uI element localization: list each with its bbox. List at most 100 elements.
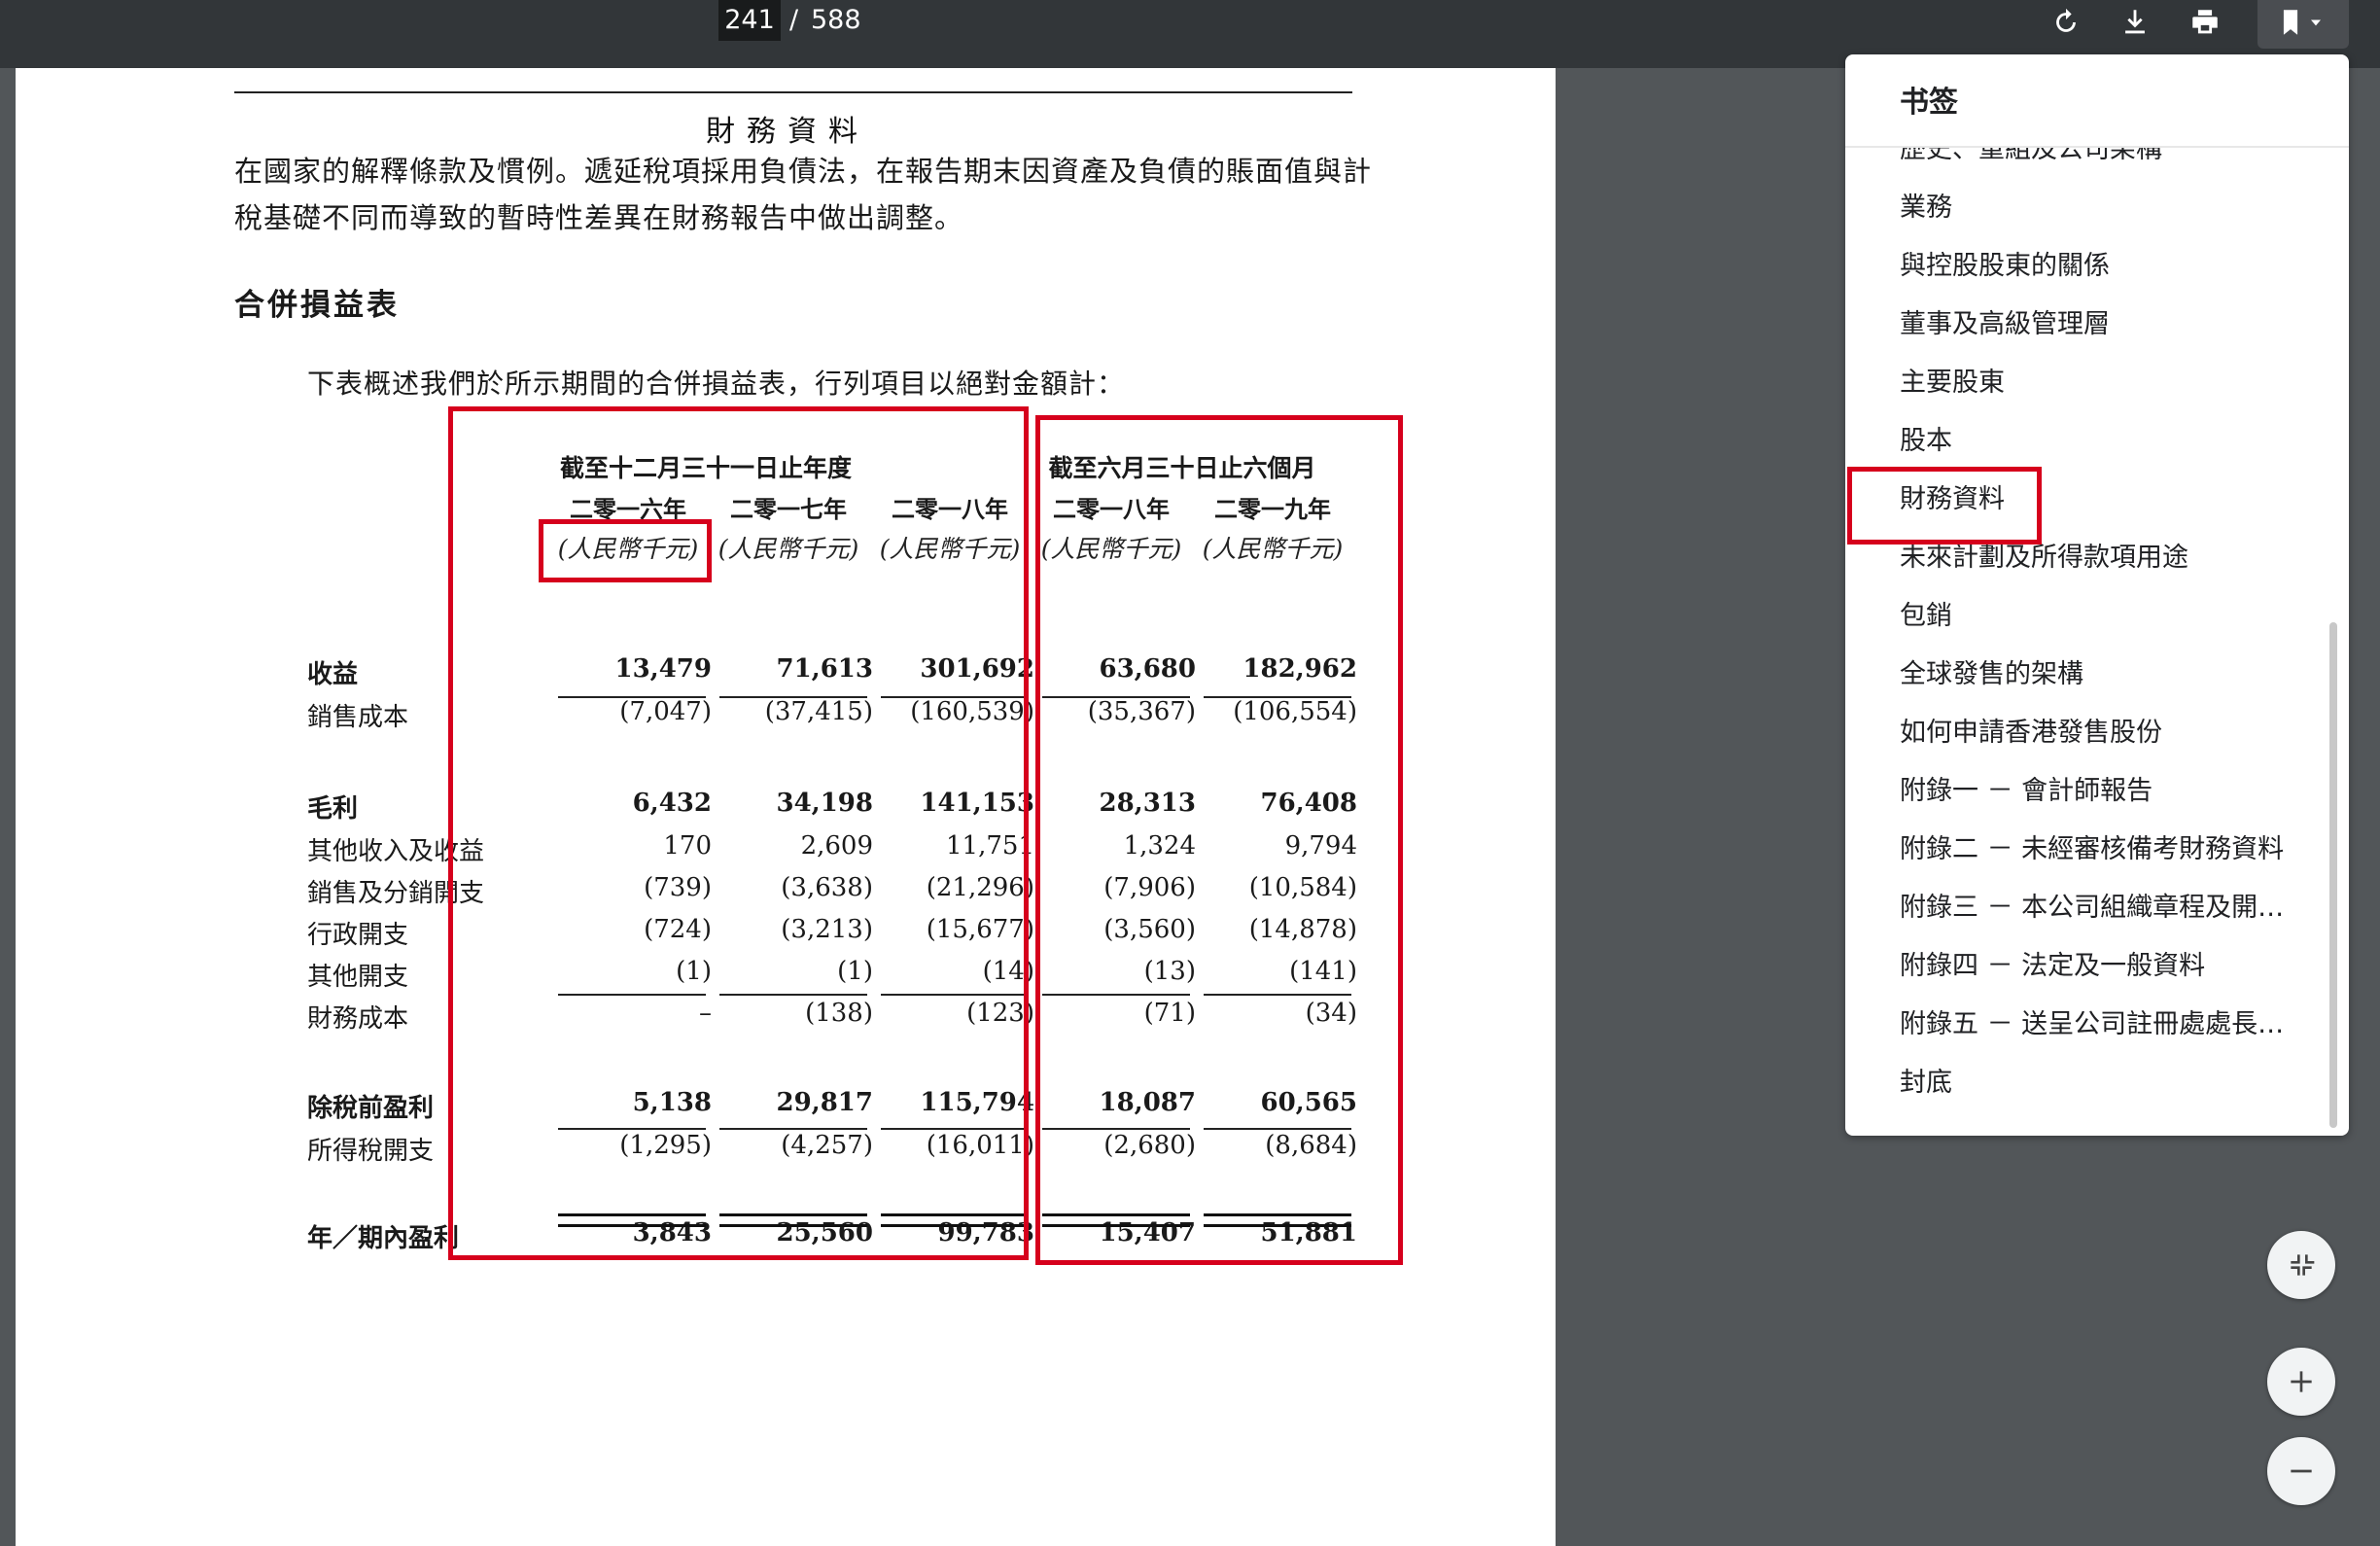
zoom-out-icon xyxy=(2291,1469,2312,1473)
table-cell: (1) xyxy=(837,957,873,986)
table-cell: 3,843 xyxy=(632,1218,712,1247)
table-cell: (10,584) xyxy=(1248,873,1357,902)
table-cell: (1) xyxy=(676,957,712,986)
bookmark-item[interactable]: 歷史、重組及公司架構 xyxy=(1900,148,2162,164)
underline xyxy=(1204,1128,1351,1130)
double-underline xyxy=(1204,1213,1351,1227)
row-label: 除稅前盈利 xyxy=(307,1094,435,1123)
bookmark-item[interactable]: 主要股東 xyxy=(1900,368,2005,398)
year-header: 二零一八年 xyxy=(1053,496,1170,523)
table-cell: (34) xyxy=(1305,999,1357,1028)
underline xyxy=(1042,1128,1190,1130)
table-cell: 63,680 xyxy=(1099,654,1196,684)
highlight-box-bookmark xyxy=(1847,467,2042,545)
underline xyxy=(719,696,867,698)
table-cell: 11,751 xyxy=(946,831,1034,861)
table-cell: 25,560 xyxy=(776,1218,873,1247)
row-label: 行政開支 xyxy=(307,921,409,950)
table-cell: (21,296) xyxy=(926,873,1034,902)
bookmark-scrollbar[interactable] xyxy=(2329,622,2337,1128)
bookmark-panel-title: 书签 xyxy=(1900,86,1958,120)
table-cell: (35,367) xyxy=(1087,697,1196,726)
table-cell: 182,962 xyxy=(1242,654,1357,684)
bookmark-item[interactable]: 附錄二 － 未經審核備考財務資料 xyxy=(1900,834,2285,864)
bookmark-item[interactable]: 全球發售的架構 xyxy=(1900,659,2083,689)
row-label: 財務成本 xyxy=(307,1004,409,1034)
fit-page-button[interactable] xyxy=(2267,1231,2335,1299)
bookmark-item[interactable]: 附錄三 － 本公司組織章程及開曼群島公司法概要 xyxy=(1900,893,2308,923)
underline xyxy=(719,1128,867,1130)
total-pages: 588 xyxy=(811,5,861,35)
table-cell: 5,138 xyxy=(632,1088,712,1117)
unit-label: (人民幣千元) xyxy=(557,535,699,563)
print-icon[interactable] xyxy=(2178,0,2232,45)
bookmark-item[interactable]: 封底 xyxy=(1900,1068,1952,1098)
double-underline xyxy=(719,1213,867,1227)
table-cell: 51,881 xyxy=(1260,1218,1357,1247)
bookmark-item[interactable]: 與控股股東的關係 xyxy=(1900,251,2110,281)
zoom-in-icon xyxy=(2291,1371,2312,1392)
table-cell: (7,906) xyxy=(1103,873,1196,902)
table-cell: (160,539) xyxy=(910,697,1034,726)
page-number-input[interactable]: 241 xyxy=(718,0,781,41)
rotate-icon[interactable] xyxy=(2039,0,2093,45)
bookmark-item[interactable]: 包銷 xyxy=(1900,601,1952,631)
bookmark-button[interactable] xyxy=(2258,0,2349,49)
table-cell: (3,213) xyxy=(781,915,873,944)
underline xyxy=(558,696,706,698)
year-header: 二零一八年 xyxy=(892,496,1008,523)
bookmark-item[interactable]: 業務 xyxy=(1900,193,1952,223)
zoom-in-button[interactable] xyxy=(2267,1348,2335,1416)
bookmark-item[interactable]: 附錄四 － 法定及一般資料 xyxy=(1900,951,2206,981)
highlight-box-interim xyxy=(1035,415,1403,1265)
bookmark-item[interactable]: 如何申請香港發售股份 xyxy=(1900,718,2162,748)
table-cell: (71) xyxy=(1143,999,1196,1028)
download-icon[interactable] xyxy=(2108,0,2162,45)
bookmark-item[interactable]: 附錄五 － 送呈公司註冊處處長及備查文件 xyxy=(1900,1009,2308,1039)
table-cell: (724) xyxy=(644,915,712,944)
underline xyxy=(558,1128,706,1130)
page-separator: / xyxy=(789,5,799,35)
bookmark-item[interactable]: 董事及高級管理層 xyxy=(1900,309,2110,339)
year-header: 二零一七年 xyxy=(730,496,847,523)
row-label: 其他收入及收益 xyxy=(307,837,485,866)
fit-page-icon xyxy=(2291,1254,2315,1276)
table-cell: 13,479 xyxy=(614,654,712,684)
table-cell: (16,011) xyxy=(926,1131,1034,1160)
row-label: 年／期內盈利 xyxy=(307,1224,460,1253)
zoom-out-button[interactable] xyxy=(2267,1437,2335,1505)
table-cell: 60,565 xyxy=(1260,1088,1357,1117)
table-cell: (14,878) xyxy=(1248,915,1357,944)
double-underline xyxy=(1042,1213,1190,1227)
table-cell: (2,680) xyxy=(1103,1131,1196,1160)
table-cell: 141,153 xyxy=(920,789,1034,818)
bookmark-item[interactable]: 附錄一 － 會計師報告 xyxy=(1900,776,2153,806)
underline xyxy=(1042,994,1190,996)
table-cell: (4,257) xyxy=(781,1131,873,1160)
table-cell: (123) xyxy=(966,999,1034,1028)
underline xyxy=(558,994,706,996)
unit-label: (人民幣千元) xyxy=(879,535,1021,563)
table-cell: 18,087 xyxy=(1099,1088,1196,1117)
table-cell: (141) xyxy=(1289,957,1357,986)
table-cell: 170 xyxy=(663,831,712,861)
table-cell: (3,638) xyxy=(781,873,873,902)
intro-text: 下表概述我們於所示期間的合併損益表，行列項目以絕對金額計： xyxy=(307,368,1126,400)
row-label: 所得稅開支 xyxy=(307,1137,435,1166)
table-cell: 301,692 xyxy=(920,654,1034,684)
unit-label: (人民幣千元) xyxy=(1040,535,1182,563)
section-title: 財務資料 xyxy=(706,115,869,149)
underline xyxy=(1042,696,1190,698)
table-cell: 15,407 xyxy=(1099,1218,1196,1247)
bookmark-item[interactable]: 股本 xyxy=(1900,426,1952,456)
double-underline xyxy=(558,1213,706,1227)
chevron-down-icon xyxy=(2296,0,2335,45)
table-cell: (3,560) xyxy=(1103,915,1196,944)
group-header-half: 截至六月三十日止六個月 xyxy=(1048,454,1316,482)
bookmark-item[interactable]: 未來計劃及所得款項用途 xyxy=(1900,543,2188,573)
unit-label: (人民幣千元) xyxy=(718,535,859,563)
table-cell: (37,415) xyxy=(764,697,873,726)
underline xyxy=(719,994,867,996)
table-cell: 6,432 xyxy=(632,789,712,818)
table-cell: (739) xyxy=(644,873,712,902)
